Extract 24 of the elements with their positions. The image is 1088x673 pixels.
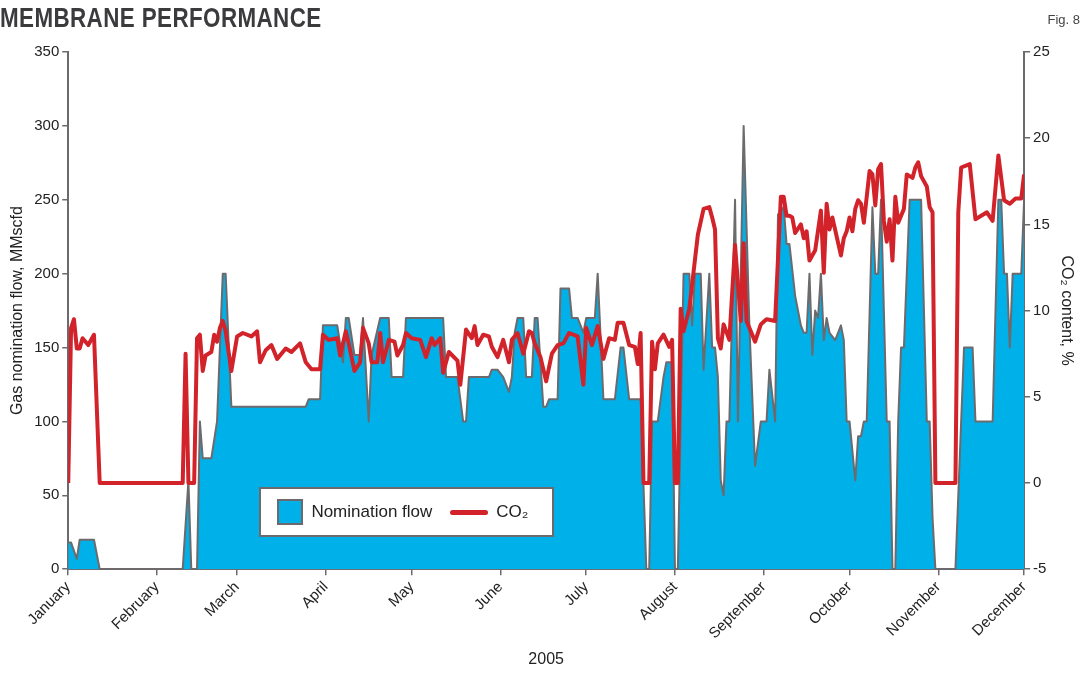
y2-tick-label: 25 (1033, 42, 1050, 60)
y-tick-label: 200 (34, 263, 60, 281)
chart-title: MEMBRANE PERFORMANCE (0, 2, 322, 34)
y-tick-label: 50 (42, 485, 60, 503)
x-tick-label: May (384, 577, 418, 610)
y2-tick-label: 0 (1033, 473, 1042, 491)
y-tick-label: 250 (34, 189, 60, 207)
y2-tick-label: 20 (1033, 128, 1050, 146)
y-axis-title: Gas nomination flow, MMscfd (8, 206, 26, 416)
caption: Fig. 8 (1047, 12, 1080, 27)
y2-tick-label: 15 (1033, 214, 1050, 232)
x-tick-label: July (560, 577, 592, 609)
y2-axis-title: CO₂ content, % (1058, 255, 1076, 366)
y-tick-label: 0 (50, 559, 60, 577)
legend-label: Nomination flow (311, 502, 433, 523)
y-tick-label: 100 (34, 411, 60, 429)
y2-tick-label: -5 (1033, 559, 1047, 577)
y2-tick-label: 10 (1033, 300, 1050, 318)
y2-tick-label: 5 (1033, 386, 1042, 404)
y-tick-label: 300 (34, 116, 60, 134)
y-tick-label: 150 (34, 337, 60, 355)
y-tick-label: 350 (34, 42, 60, 60)
x-axis-title: 2005 (528, 649, 565, 667)
legend-label: CO₂ (496, 502, 529, 523)
